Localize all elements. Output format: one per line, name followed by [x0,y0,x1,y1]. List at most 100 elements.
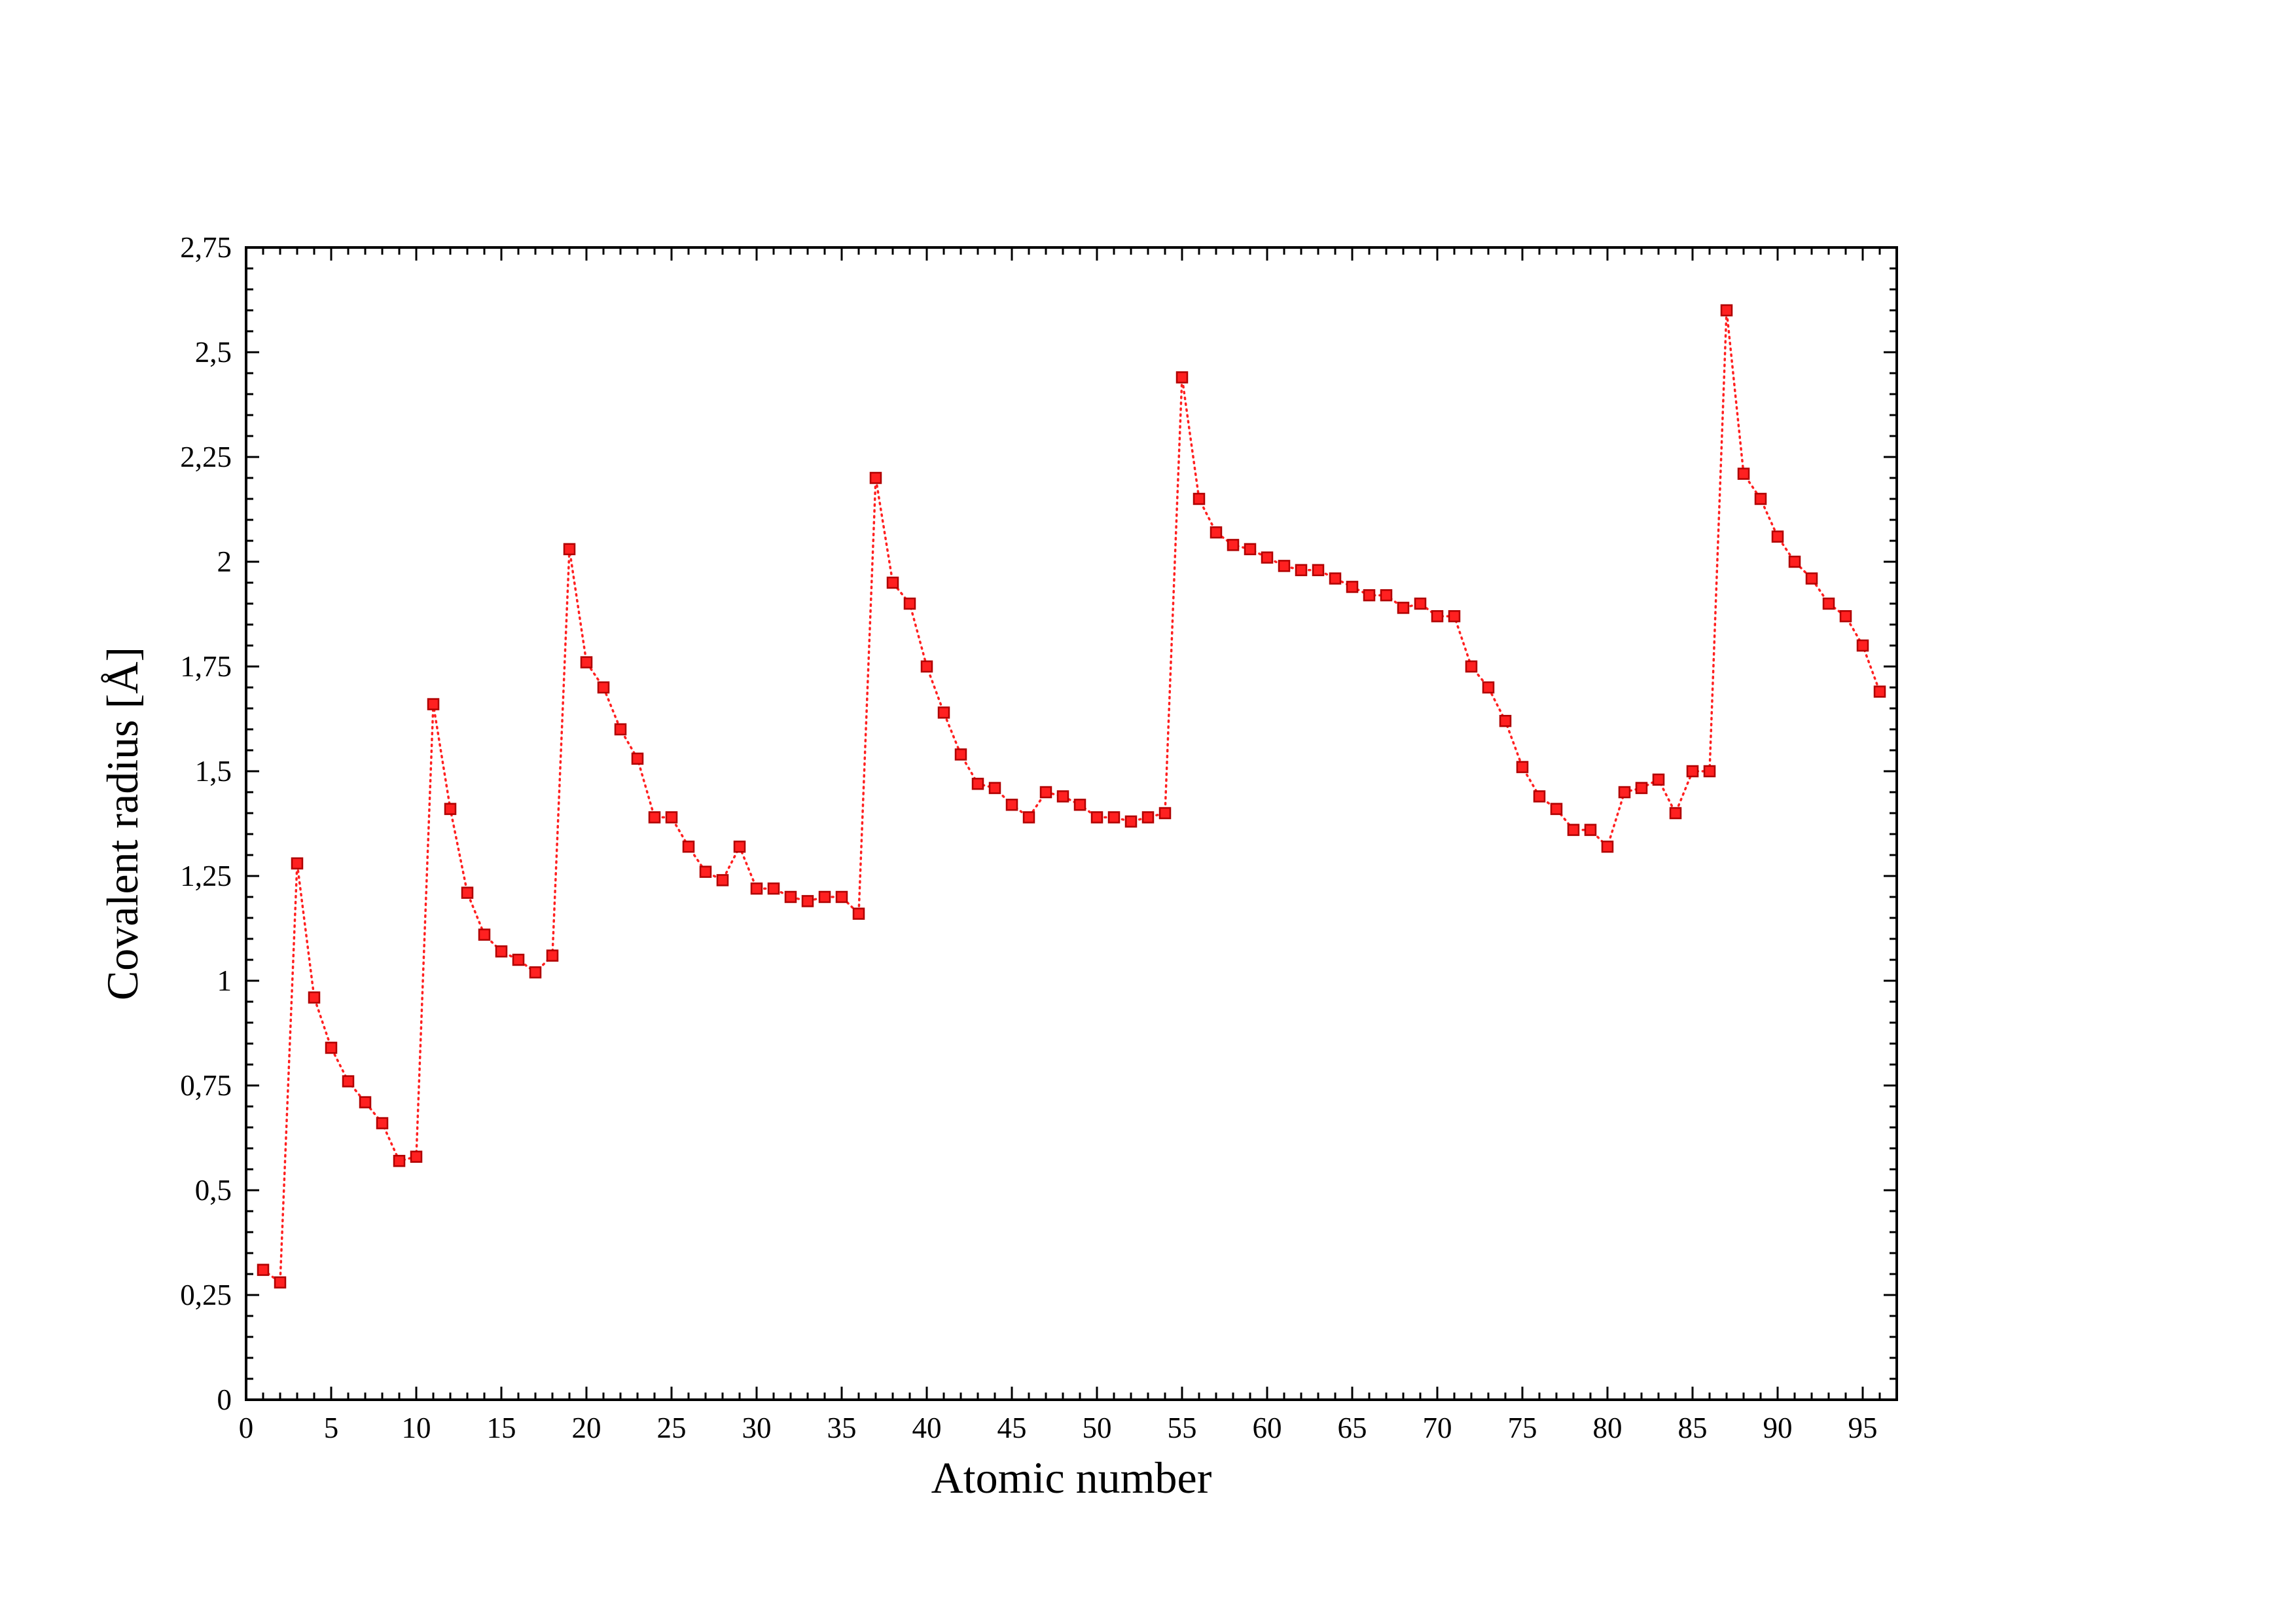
data-point [614,723,627,736]
data-point [920,660,933,673]
y-axis-ticks [246,246,1897,1401]
data-point [546,949,559,962]
data-point [257,1264,270,1276]
data-point [631,752,644,765]
data-point [716,874,729,886]
data-series [257,304,1886,1289]
y-tick-label: 2,25 [180,441,232,473]
x-tick-label: 80 [1593,1412,1623,1444]
data-point [733,840,746,853]
data-point [1414,597,1427,610]
data-point [291,857,304,870]
y-tick-label: 0,75 [180,1069,232,1102]
data-point [512,953,525,966]
data-point [1465,660,1478,673]
data-point [903,597,916,610]
y-tick-label: 0 [217,1383,232,1416]
data-point [954,748,967,761]
data-point [1227,539,1240,551]
data-point [1431,610,1444,623]
data-point [1839,610,1852,623]
data-point [1584,824,1597,836]
data-point [478,928,491,941]
data-point [937,706,950,719]
x-axis-tick-labels: 0 5 10 15 20 25 30 35 40 45 50 55 60 65 70 75 80 85 90 95 [239,1412,1878,1444]
x-tick-label: 50 [1083,1412,1112,1444]
data-point [308,991,321,1004]
y-tick-label: 1,25 [180,860,232,892]
data-point [529,966,542,979]
data-point [1346,581,1359,593]
data-point [869,471,882,484]
data-point [1533,790,1546,803]
data-point [274,1276,287,1289]
data-point [461,886,474,899]
x-tick-label: 95 [1848,1412,1878,1444]
x-tick-label: 10 [402,1412,431,1444]
data-point [835,890,848,903]
data-point [1550,803,1563,815]
data-point [1669,807,1682,820]
data-point [682,840,695,853]
x-tick-label: 65 [1338,1412,1367,1444]
data-point [1754,492,1767,505]
x-tick-label: 85 [1678,1412,1708,1444]
data-point [1175,371,1189,384]
x-axis-title: Atomic number [931,1453,1212,1503]
data-point [1822,597,1835,610]
data-point [1516,761,1529,773]
data-point [1210,526,1223,539]
data-point [410,1150,423,1163]
data-point [1652,773,1665,786]
data-point [1380,589,1393,602]
data-point [1635,782,1648,794]
data-point [750,882,763,895]
y-tick-label: 0,5 [195,1174,232,1207]
plot-frame [245,246,1898,1401]
data-point [1278,560,1291,572]
data-point [1261,551,1274,564]
data-point [342,1075,355,1087]
data-point [1788,555,1801,568]
y-tick-label: 0,25 [180,1279,232,1311]
data-point [1499,714,1512,727]
x-tick-label: 20 [572,1412,601,1444]
data-point [1363,589,1376,602]
x-tick-label: 5 [324,1412,339,1444]
x-tick-label: 0 [239,1412,254,1444]
x-tick-label: 75 [1508,1412,1537,1444]
data-point [1873,685,1886,698]
data-point [1141,811,1155,824]
data-point [444,803,457,815]
x-tick-label: 90 [1763,1412,1793,1444]
data-point [1073,798,1086,811]
y-tick-label: 1,75 [180,650,232,683]
data-point [1244,543,1257,556]
data-point [597,681,610,694]
data-point [1312,564,1325,577]
x-tick-label: 30 [742,1412,772,1444]
y-tick-label: 2,75 [180,231,232,264]
data-point [1107,811,1121,824]
data-point [1039,786,1052,799]
data-point [376,1117,389,1129]
x-tick-label: 15 [487,1412,516,1444]
data-point [665,811,678,824]
data-point [325,1042,338,1054]
data-point [971,777,984,790]
x-tick-label: 25 [657,1412,687,1444]
data-point [1090,811,1103,824]
data-point [1124,815,1138,828]
data-point [1056,790,1069,803]
x-tick-label: 60 [1253,1412,1282,1444]
y-tick-label: 1,5 [195,755,232,788]
data-point [1601,840,1614,853]
x-tick-label: 40 [912,1412,942,1444]
data-point [1771,530,1784,543]
x-tick-label: 35 [827,1412,857,1444]
data-point [1448,610,1461,623]
data-point [1720,304,1733,317]
x-tick-label: 70 [1423,1412,1452,1444]
data-point [1022,811,1035,824]
